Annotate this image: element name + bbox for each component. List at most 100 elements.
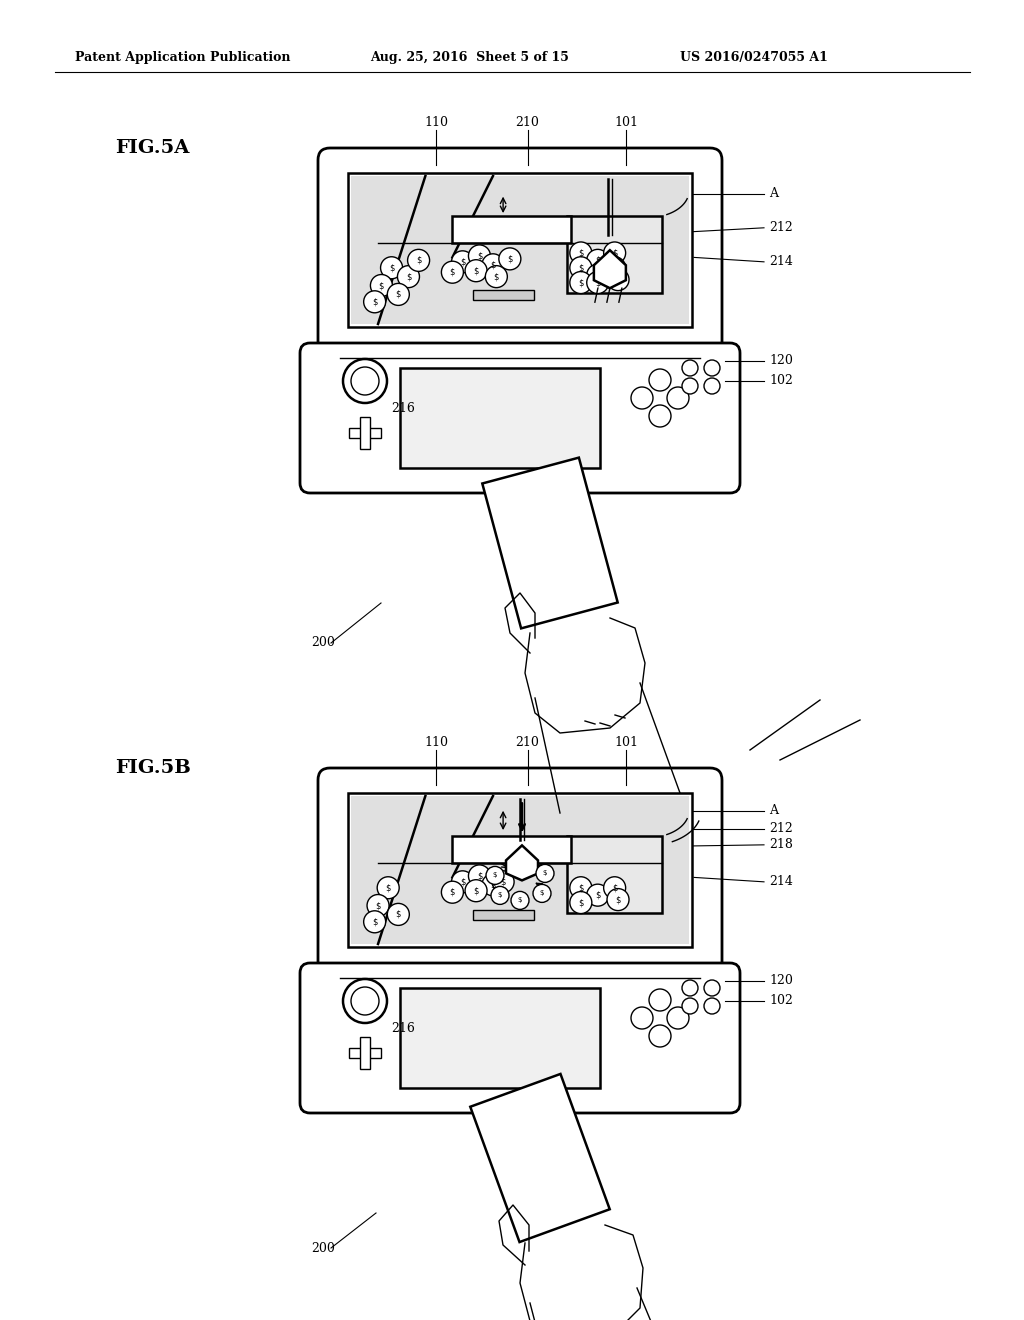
- Circle shape: [587, 884, 608, 906]
- Text: 101: 101: [614, 116, 638, 128]
- Bar: [453, 836, 570, 862]
- Text: $: $: [477, 251, 482, 260]
- Text: 200: 200: [311, 636, 335, 649]
- Circle shape: [603, 257, 626, 279]
- Text: $: $: [498, 892, 502, 899]
- Text: 120: 120: [769, 355, 793, 367]
- Text: $: $: [595, 271, 600, 280]
- Circle shape: [371, 275, 392, 297]
- Circle shape: [387, 284, 410, 305]
- Text: 218: 218: [769, 838, 793, 851]
- Circle shape: [667, 1007, 689, 1030]
- Text: $: $: [389, 263, 394, 272]
- Circle shape: [408, 249, 430, 272]
- Circle shape: [381, 257, 402, 279]
- Text: 102: 102: [769, 994, 793, 1007]
- Text: $: $: [612, 883, 617, 892]
- Circle shape: [377, 876, 399, 899]
- Circle shape: [364, 290, 386, 313]
- Text: $: $: [395, 909, 401, 919]
- Text: $: $: [395, 290, 401, 298]
- Text: 214: 214: [769, 255, 793, 268]
- Circle shape: [499, 248, 521, 269]
- Circle shape: [511, 891, 529, 909]
- Circle shape: [465, 879, 487, 902]
- Text: $: $: [579, 898, 584, 907]
- Circle shape: [569, 242, 592, 264]
- Bar: [349, 428, 381, 438]
- Text: Aug. 25, 2016  Sheet 5 of 15: Aug. 25, 2016 Sheet 5 of 15: [370, 51, 569, 65]
- Circle shape: [465, 260, 487, 281]
- Circle shape: [631, 387, 653, 409]
- Text: $: $: [379, 281, 384, 290]
- Text: 212: 212: [769, 222, 793, 235]
- Text: $: $: [615, 895, 621, 904]
- Bar: [348, 173, 692, 327]
- Text: $: $: [385, 883, 391, 892]
- Bar: [400, 987, 600, 1088]
- Circle shape: [452, 871, 473, 892]
- Text: A: A: [769, 187, 778, 201]
- Text: $: $: [518, 898, 522, 903]
- Circle shape: [587, 264, 608, 286]
- Circle shape: [705, 979, 720, 997]
- Text: 212: 212: [769, 822, 793, 836]
- Text: 102: 102: [769, 375, 793, 388]
- Bar: [360, 1038, 370, 1069]
- Bar: [351, 176, 689, 323]
- Circle shape: [705, 998, 720, 1014]
- Text: $: $: [494, 272, 499, 281]
- Text: $: $: [450, 888, 455, 896]
- Text: $: $: [579, 248, 584, 257]
- FancyBboxPatch shape: [300, 964, 740, 1113]
- Text: $: $: [473, 267, 479, 276]
- Text: $: $: [460, 257, 465, 267]
- Circle shape: [482, 874, 504, 896]
- Circle shape: [649, 405, 671, 426]
- Circle shape: [452, 251, 473, 273]
- Text: $: $: [543, 870, 547, 876]
- Circle shape: [682, 378, 698, 393]
- Bar: [400, 368, 600, 469]
- Bar: [351, 796, 689, 944]
- Circle shape: [607, 888, 629, 911]
- Circle shape: [441, 882, 464, 903]
- Circle shape: [649, 370, 671, 391]
- Polygon shape: [470, 1074, 609, 1242]
- Text: $: $: [376, 902, 381, 909]
- FancyBboxPatch shape: [300, 343, 740, 492]
- Text: $: $: [473, 886, 479, 895]
- Text: 216: 216: [391, 1022, 416, 1035]
- Text: FIG.5A: FIG.5A: [115, 139, 189, 157]
- Text: 101: 101: [614, 735, 638, 748]
- Polygon shape: [594, 251, 626, 288]
- Text: 216: 216: [391, 401, 416, 414]
- Bar: [348, 793, 692, 946]
- Circle shape: [667, 387, 689, 409]
- Circle shape: [397, 265, 420, 288]
- Circle shape: [569, 272, 592, 293]
- Circle shape: [569, 876, 592, 899]
- Bar: [473, 909, 534, 920]
- Circle shape: [482, 253, 504, 276]
- Text: $: $: [540, 891, 544, 896]
- FancyBboxPatch shape: [318, 768, 722, 977]
- Text: $: $: [501, 878, 506, 886]
- Text: 210: 210: [516, 735, 540, 748]
- Circle shape: [441, 261, 464, 284]
- Circle shape: [534, 884, 551, 903]
- Text: $: $: [595, 891, 600, 900]
- Circle shape: [631, 1007, 653, 1030]
- Bar: [567, 836, 662, 913]
- Circle shape: [607, 268, 629, 290]
- Text: $: $: [372, 917, 378, 927]
- Text: 214: 214: [769, 875, 793, 888]
- Text: 110: 110: [424, 735, 449, 748]
- Circle shape: [364, 911, 386, 933]
- Text: $: $: [579, 883, 584, 892]
- Circle shape: [603, 876, 626, 899]
- Text: $: $: [490, 260, 496, 269]
- Bar: [473, 290, 534, 301]
- Circle shape: [603, 242, 626, 264]
- Text: $: $: [595, 256, 600, 265]
